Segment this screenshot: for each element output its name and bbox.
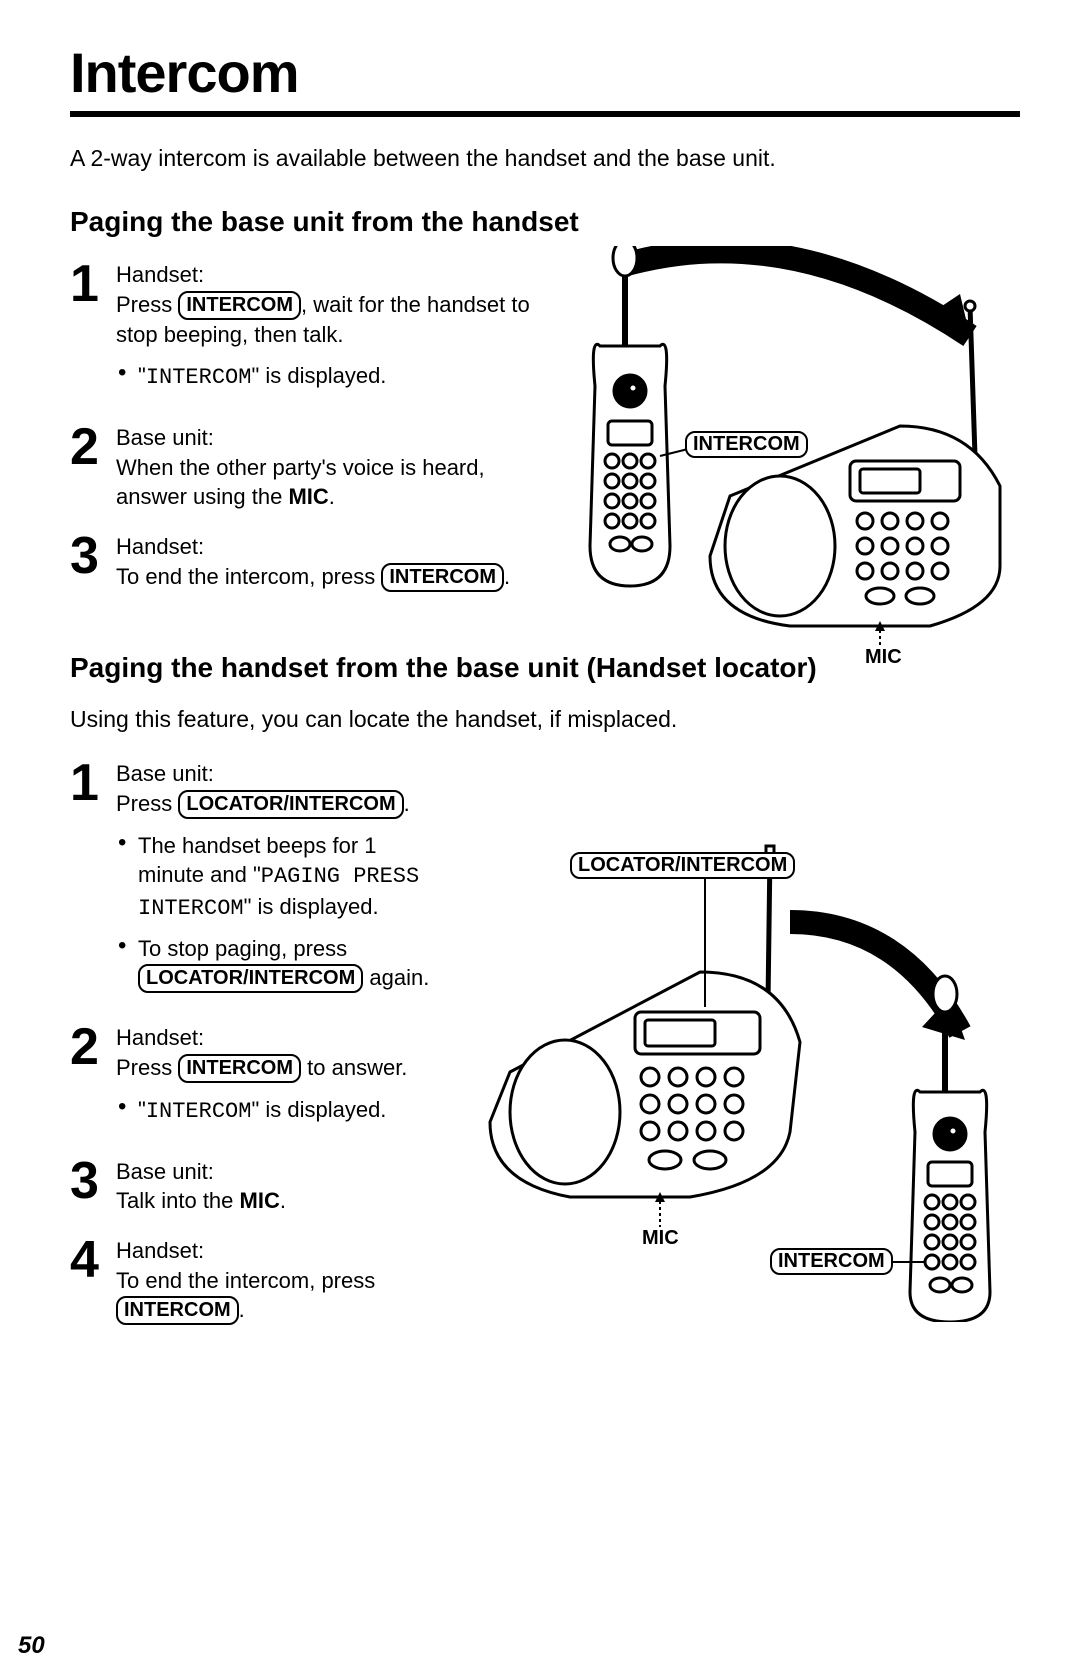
bullet-text: " is displayed.	[251, 1097, 386, 1122]
section-paging-from-base: Paging the handset from the base unit (H…	[70, 652, 1020, 1326]
bullet-text: "	[138, 1097, 146, 1122]
step-number: 1	[70, 757, 116, 809]
bullet-text: " is displayed.	[244, 894, 379, 919]
section1-step3: 3 Handset: To end the intercom, press IN…	[70, 532, 530, 592]
locator-intercom-button-label: LOCATOR/INTERCOM	[138, 964, 363, 993]
page-title: Intercom	[70, 40, 1020, 105]
step-label: Base unit:	[116, 759, 470, 789]
bullet-text: To stop paging, press	[138, 936, 347, 961]
callout-mic-label: MIC	[642, 1227, 679, 1250]
step-text: Press	[116, 791, 178, 816]
bullet: "INTERCOM" is displayed.	[116, 361, 530, 393]
step-text: Talk into the	[116, 1188, 240, 1213]
bullet: The handset beeps for 1 minute and "PAGI…	[116, 831, 438, 924]
step-text: .	[239, 1297, 245, 1322]
step-text: to answer.	[301, 1055, 407, 1080]
title-rule	[70, 111, 1020, 117]
step-text: To end the intercom, press	[116, 564, 381, 589]
illustration-handset-to-base: INTERCOM MIC	[530, 246, 1030, 666]
callout-intercom-button: INTERCOM	[770, 1248, 893, 1275]
section-paging-from-handset: Paging the base unit from the handset 1 …	[70, 206, 1020, 592]
section2-heading: Paging the handset from the base unit (H…	[70, 652, 1020, 684]
intercom-button-label: INTERCOM	[116, 1296, 239, 1325]
step-number: 3	[70, 1155, 116, 1207]
mic-label: MIC	[240, 1188, 280, 1213]
step-number: 2	[70, 1021, 116, 1073]
step-text: .	[504, 564, 510, 589]
illustration-base-to-handset: LOCATOR/INTERCOM MIC INTERCOM	[470, 802, 1030, 1322]
step-label: Handset:	[116, 532, 510, 562]
callout-locator-intercom-button: LOCATOR/INTERCOM	[570, 852, 795, 879]
section2-step2: 2 Handset: Press INTERCOM to answer. "IN…	[70, 1023, 470, 1136]
page-number: 50	[18, 1632, 45, 1660]
step-text: To end the intercom, press	[116, 1268, 375, 1293]
section1-heading: Paging the base unit from the handset	[70, 206, 1020, 238]
section2-step4: 4 Handset: To end the intercom, press IN…	[70, 1236, 470, 1325]
step-label: Handset:	[116, 260, 530, 290]
phone-diagram-icon	[470, 802, 1030, 1322]
step-number: 4	[70, 1234, 116, 1286]
step-label: Base unit:	[116, 423, 530, 453]
intercom-button-label: INTERCOM	[178, 1054, 301, 1083]
step-number: 2	[70, 421, 116, 473]
step-number: 3	[70, 530, 116, 582]
section1-steps: 1 Handset: Press INTERCOM, wait for the …	[70, 260, 530, 592]
bullet: "INTERCOM" is displayed.	[116, 1095, 407, 1127]
step-text: .	[329, 484, 335, 509]
step-text: Press	[116, 1055, 178, 1080]
section2-step1: 1 Base unit: Press LOCATOR/INTERCOM. The…	[70, 759, 470, 1003]
section2-step3: 3 Base unit: Talk into the MIC.	[70, 1157, 470, 1216]
intercom-button-label: INTERCOM	[178, 291, 301, 320]
step-text: .	[280, 1188, 286, 1213]
intercom-button-label: INTERCOM	[381, 563, 504, 592]
step-label: Base unit:	[116, 1157, 286, 1187]
bullet: To stop paging, press LOCATOR/INTERCOM a…	[116, 934, 470, 994]
step-label: Handset:	[116, 1236, 470, 1266]
section2-steps: 1 Base unit: Press LOCATOR/INTERCOM. The…	[70, 759, 470, 1326]
intro-text: A 2-way intercom is available between th…	[70, 145, 1020, 172]
step-text: Press	[116, 292, 178, 317]
bullet-text: "	[138, 363, 146, 388]
section1-step2: 2 Base unit: When the other party's voic…	[70, 423, 530, 512]
section1-step1: 1 Handset: Press INTERCOM, wait for the …	[70, 260, 530, 403]
display-text: INTERCOM	[146, 365, 252, 390]
step-label: Handset:	[116, 1023, 407, 1053]
bullet-text: again.	[363, 965, 429, 990]
bullet-text: " is displayed.	[251, 363, 386, 388]
locator-intercom-button-label: LOCATOR/INTERCOM	[178, 790, 403, 819]
step-number: 1	[70, 258, 116, 310]
step-text: .	[404, 791, 410, 816]
callout-intercom-button: INTERCOM	[685, 431, 808, 458]
display-text: INTERCOM	[146, 1099, 252, 1124]
mic-label: MIC	[288, 484, 328, 509]
section2-intro: Using this feature, you can locate the h…	[70, 706, 1020, 733]
